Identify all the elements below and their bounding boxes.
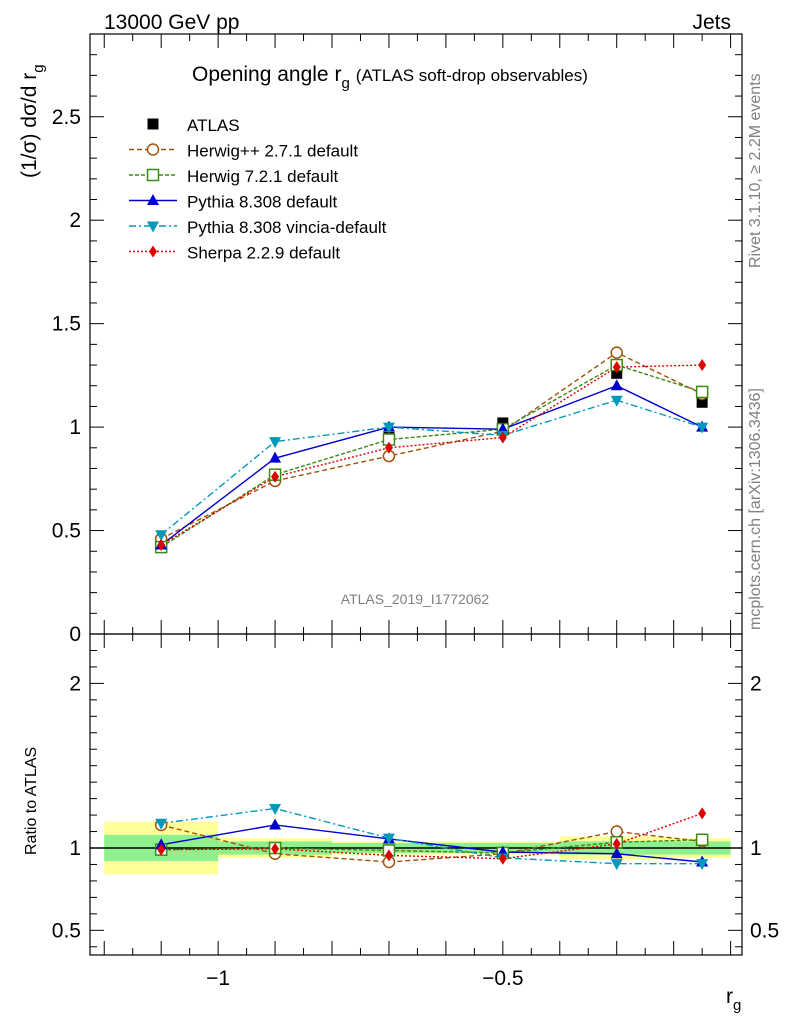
series-5-ratio-line: [161, 812, 703, 860]
process-label: Jets: [692, 11, 731, 34]
legend-label-4: Pythia 8.308 vincia-default: [187, 218, 387, 237]
series-5-ratio-point: [271, 842, 280, 855]
series-4-point: [610, 395, 623, 407]
uncertainty-bands: [90, 821, 742, 875]
y-tick-label: 1: [69, 416, 81, 439]
series-5-ratio-point: [698, 807, 707, 820]
y-tick-label: 0.5: [52, 520, 81, 543]
legend-label-2: Herwig 7.2.1 default: [187, 167, 338, 186]
series-5-ratio-point: [157, 843, 166, 856]
series-5-point: [384, 441, 393, 454]
plot-frames: [89, 33, 743, 956]
series-4-point: [269, 437, 282, 449]
series-3-point: [610, 379, 623, 391]
y-tick-label: 2.5: [52, 106, 81, 129]
series-1-ratio-point: [610, 825, 623, 838]
ratio-y-axis-label: Ratio to ATLAS: [23, 747, 40, 855]
chart-title: Opening angle rg (ATLAS soft-drop observa…: [192, 63, 588, 92]
series-4-ratio-point: [610, 859, 623, 871]
atlas-data-point: [611, 367, 623, 379]
x-axis-label: rg: [726, 985, 741, 1014]
x-axis-label-subscript: g: [733, 997, 741, 1014]
x-axis-label-main: r: [726, 985, 733, 1008]
ratio-tick-label: 0.5: [750, 919, 779, 942]
legend-marker-2: [146, 168, 160, 182]
series-5-point: [157, 539, 166, 552]
legend-label-atlas: ATLAS: [187, 116, 240, 135]
legend-label-5: Sherpa 2.2.9 default: [187, 244, 340, 263]
series-5-ratio-point: [498, 852, 507, 865]
legend-marker-3: [147, 194, 159, 205]
y-tick-label: 0: [69, 623, 81, 646]
y-axis-label: (1/σ) dσ/d rg: [18, 64, 47, 178]
series-5-ratio-point: [384, 849, 393, 862]
legend-marker-4: [147, 221, 159, 233]
series-4-point: [382, 422, 395, 434]
ratio-plot-frame: [89, 633, 743, 956]
series-3-ratio-line: [161, 824, 703, 863]
ratio-tick-label: 1: [69, 837, 81, 860]
series-5-point: [498, 431, 507, 444]
x-tick-label: −1: [206, 967, 230, 990]
x-tick-label: −0.5: [482, 967, 523, 990]
series-2-line: [160, 364, 703, 548]
series-3-ratio-point: [269, 818, 282, 830]
series-5-point: [612, 361, 621, 374]
series-4-ratio-point: [269, 803, 282, 815]
series-4-ratio-point: [382, 833, 395, 845]
series-1-point: [610, 346, 623, 359]
series-4-ratio-line: [161, 807, 703, 865]
ratio-tick-label: 0.5: [52, 919, 81, 942]
series-2-ratio-point: [695, 833, 709, 847]
legend-label-1: Herwig++ 2.7.1 default: [187, 142, 358, 161]
series-4-ratio-point: [696, 859, 709, 871]
series-5-ratio-point: [612, 837, 621, 850]
legend-marker-5: [149, 245, 157, 258]
series-4-point: [696, 422, 709, 434]
atlas-data-point: [696, 396, 708, 408]
series-3-line: [160, 384, 703, 546]
series-3-ratio-point: [610, 847, 623, 859]
y-axis-label-main: (1/σ) dσ/d r: [18, 73, 41, 178]
energy-label: 13000 GeV pp: [104, 11, 239, 34]
mcplots-label: mcplots.cern.ch [arXiv:1306.3436]: [747, 388, 764, 630]
y-tick-label: 1.5: [52, 313, 81, 336]
chart-title-main: Opening angle r: [192, 63, 341, 86]
ratio-tick-label: 2: [69, 672, 81, 695]
y-tick-label: 2: [69, 209, 81, 232]
legend-marker-atlas: [147, 118, 159, 130]
series-2-ratio-line: [161, 839, 703, 854]
legend-marker-1: [146, 143, 160, 156]
axis-ticks: −1 −0.5 0 0.5 1 1.5 2 2.5 0.5 0.5 1 1 2 2: [52, 33, 779, 990]
series-5-line: [160, 364, 703, 546]
series-4-ratio-point: [155, 818, 168, 830]
legend: ATLAS Herwig++ 2.7.1 default Herwig 7.2.1 …: [129, 116, 387, 263]
chart-title-note: (ATLAS soft-drop observables): [356, 66, 588, 85]
series-4-point: [155, 530, 168, 542]
series-lines: [160, 351, 703, 865]
series-5-point: [271, 470, 280, 483]
analysis-watermark: ATLAS_2019_I1772062: [341, 591, 490, 607]
series-2-point: [695, 385, 709, 399]
series-5-point: [698, 359, 707, 372]
series-1-ratio-line: [161, 824, 703, 863]
series-4-line: [160, 399, 703, 536]
series-3-point: [269, 451, 282, 463]
ratio-tick-label: 2: [750, 672, 762, 695]
legend-label-3: Pythia 8.308 default: [187, 193, 338, 212]
chart-title-subscript: g: [341, 75, 349, 92]
y-axis-label-subscript: g: [30, 64, 47, 72]
rivet-label: Rivet 3.1.10, ≥ 2.2M events: [747, 73, 764, 268]
ratio-tick-label: 1: [750, 837, 762, 860]
series-markers: [154, 346, 709, 871]
series-1-line: [160, 351, 703, 540]
